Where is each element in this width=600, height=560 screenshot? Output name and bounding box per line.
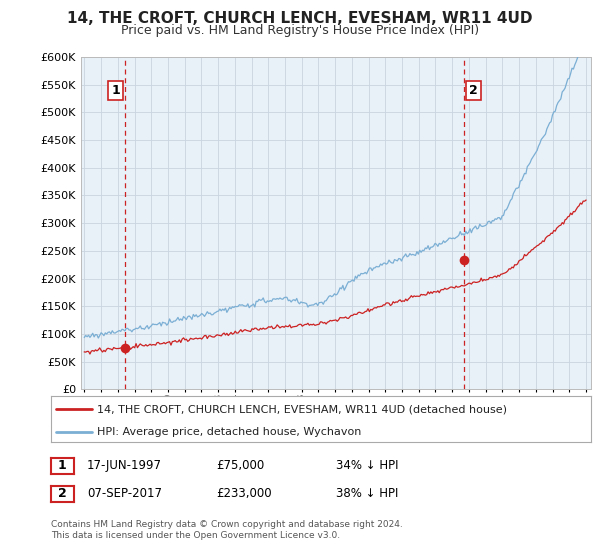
Text: 1: 1 <box>111 84 120 97</box>
Text: 2: 2 <box>58 487 67 501</box>
Text: 14, THE CROFT, CHURCH LENCH, EVESHAM, WR11 4UD: 14, THE CROFT, CHURCH LENCH, EVESHAM, WR… <box>67 11 533 26</box>
Text: £233,000: £233,000 <box>216 487 272 501</box>
Text: 38% ↓ HPI: 38% ↓ HPI <box>336 487 398 501</box>
Text: Contains HM Land Registry data © Crown copyright and database right 2024.
This d: Contains HM Land Registry data © Crown c… <box>51 520 403 540</box>
Text: £75,000: £75,000 <box>216 459 264 473</box>
Text: HPI: Average price, detached house, Wychavon: HPI: Average price, detached house, Wych… <box>97 427 361 437</box>
Text: 34% ↓ HPI: 34% ↓ HPI <box>336 459 398 473</box>
Text: 1: 1 <box>58 459 67 473</box>
Text: 07-SEP-2017: 07-SEP-2017 <box>87 487 162 501</box>
Text: 2: 2 <box>469 84 478 97</box>
Text: 14, THE CROFT, CHURCH LENCH, EVESHAM, WR11 4UD (detached house): 14, THE CROFT, CHURCH LENCH, EVESHAM, WR… <box>97 404 507 414</box>
Text: Price paid vs. HM Land Registry's House Price Index (HPI): Price paid vs. HM Land Registry's House … <box>121 24 479 36</box>
Text: 17-JUN-1997: 17-JUN-1997 <box>87 459 162 473</box>
